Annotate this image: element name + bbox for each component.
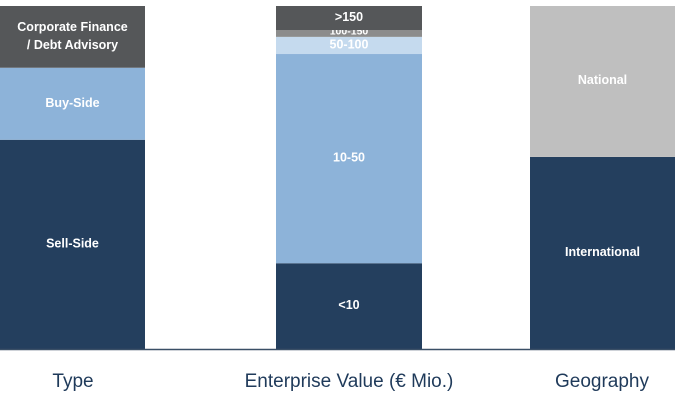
bar-segment-1-150 [276,6,422,31]
bars-group: Sell-Side Buy-Side Corporate Finance / Debt… [0,6,675,349]
segment-label-1-150: >150 [335,10,363,24]
bar-segment-1-10 [276,263,422,349]
category-label-enterprise-value: Enterprise Value (€ Mio.) [245,371,454,392]
bar-segment-0-sell-side [0,139,145,349]
segment-label-2-national: National [578,73,627,87]
bar-segment-1-50-100 [276,36,422,55]
category-label-geography: Geography [555,371,650,392]
bar-segment-0-corporate-finance-debt-advisory [0,6,145,68]
segment-label-0-sell-side: Sell-Side [46,237,99,251]
segment-label-1-10: <10 [338,298,359,312]
segment-label-1-10-50: 10-50 [333,151,365,165]
segment-label-1-50-100: 50-100 [330,38,369,52]
bar-segment-0-buy-side [0,67,145,140]
segment-label-0-corporate-finance-debt-advisory: Corporate Finance / Debt Advisory [17,20,127,52]
bar-segment-2-national [530,6,675,157]
segment-label-2-international: International [565,245,640,259]
category-label-type: Type [52,371,93,392]
bar-segment-1-100-150 [276,30,422,37]
bar-segment-2-international [530,156,675,349]
segment-label-0-buy-side: Buy-Side [45,96,99,110]
bar-segment-1-10-50 [276,54,422,264]
